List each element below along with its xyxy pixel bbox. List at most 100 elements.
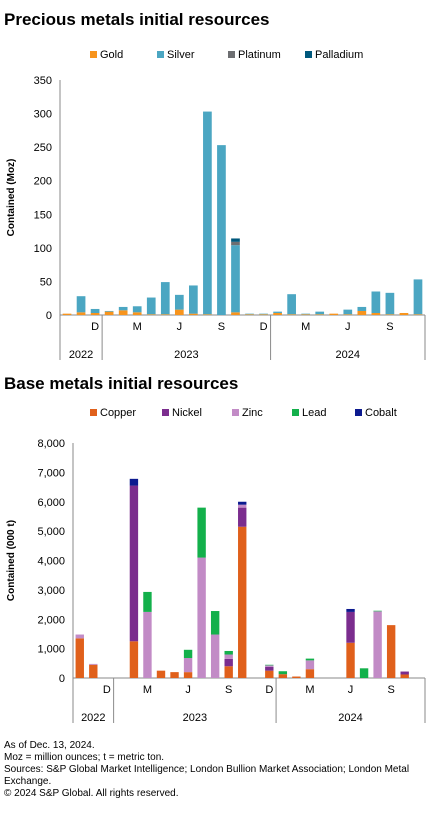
- bar-segment: [359, 668, 369, 678]
- legend-swatch: [292, 409, 299, 416]
- bar-segment: [273, 312, 282, 315]
- y-tick-label: 50: [40, 276, 52, 288]
- legend-swatch: [162, 409, 169, 416]
- bar-segment: [231, 312, 240, 315]
- bar-segment: [399, 312, 409, 315]
- year-label: 2023: [183, 712, 207, 724]
- bar-segment: [373, 611, 382, 678]
- year-label: 2024: [336, 349, 360, 361]
- legend-label: Nickel: [172, 407, 202, 419]
- x-tick-label: S: [225, 684, 232, 696]
- bar-segment: [245, 314, 254, 315]
- y-tick-label: 1,000: [37, 644, 65, 656]
- bar-segment: [129, 641, 139, 678]
- legend-swatch: [90, 409, 97, 416]
- bar-segment: [371, 312, 381, 315]
- bar-segment: [346, 611, 355, 643]
- y-tick-label: 8,000: [37, 438, 65, 450]
- bar-segment: [357, 310, 367, 315]
- bar-segment: [238, 504, 247, 508]
- y-tick-label: 350: [34, 75, 52, 87]
- y-tick-label: 4,000: [37, 556, 65, 568]
- bar-segment: [132, 312, 142, 315]
- x-tick-label: M: [133, 321, 142, 333]
- bar-segment: [170, 672, 179, 679]
- bar-segment: [385, 292, 395, 315]
- bar-segment: [118, 310, 128, 315]
- bar-segment: [305, 658, 315, 661]
- bar-segment: [224, 658, 233, 667]
- chart-precious-metals: Gold Silver Platinum Palladium 0 50 100 150 200 2…: [6, 49, 426, 361]
- bar-segment: [203, 111, 212, 315]
- legend-label: Gold: [100, 49, 123, 61]
- x-tick-label: J: [348, 684, 354, 696]
- x-tick-label: S: [387, 684, 394, 696]
- bar-segment: [287, 294, 296, 315]
- bar-segment: [76, 296, 86, 313]
- bar-segment: [413, 314, 423, 315]
- chart-title-base: Base metals initial resources: [4, 374, 239, 393]
- bar-segment: [189, 285, 198, 314]
- bar-segment: [156, 670, 166, 678]
- bar-segment: [238, 507, 247, 527]
- legend-label: Zinc: [242, 407, 263, 419]
- bar-segment: [265, 664, 274, 666]
- bar-segment: [197, 507, 206, 558]
- bar-segment: [343, 314, 353, 315]
- bar-segment: [385, 314, 395, 315]
- bar-segment: [315, 311, 325, 315]
- bar-segment: [76, 312, 86, 315]
- bar-segment: [146, 297, 156, 315]
- bar-segment: [292, 676, 301, 678]
- footer-copyright: © 2024 S&P Global. All rights reserved.: [4, 788, 179, 799]
- bar-segment: [231, 245, 240, 313]
- x-tick-label: S: [218, 321, 225, 333]
- bar-segment: [224, 666, 233, 678]
- bar-segment: [400, 674, 409, 678]
- y-tick-label: 6,000: [37, 497, 65, 509]
- footer-notes: As of Dec. 13, 2024. Moz = million ounce…: [4, 740, 432, 800]
- bar-segment: [75, 634, 84, 639]
- bar-segment: [305, 669, 315, 678]
- bar-segment: [273, 311, 282, 313]
- x-tick-label: M: [305, 684, 314, 696]
- y-tick-label: 200: [34, 176, 52, 188]
- bar-segment: [287, 314, 296, 315]
- bar-segment: [224, 654, 233, 659]
- year-label: 2023: [174, 349, 198, 361]
- footer-date: As of Dec. 13, 2024.: [4, 740, 95, 751]
- bar-segment: [329, 313, 339, 315]
- bar-segment: [132, 306, 142, 313]
- x-tick-label: J: [345, 321, 351, 333]
- bar-segment: [160, 282, 170, 315]
- bar-segment: [413, 279, 423, 315]
- bar-segment: [265, 670, 274, 678]
- y-tick-label: 300: [34, 109, 52, 121]
- bar-segment: [346, 608, 355, 612]
- bar-segment: [301, 314, 311, 315]
- bar-segment: [160, 314, 170, 315]
- chart-title-precious: Precious metals initial resources: [4, 10, 270, 29]
- legend-swatch: [305, 51, 312, 58]
- legend-swatch: [232, 409, 239, 416]
- x-tick-label: D: [91, 321, 99, 333]
- legend-swatch: [355, 409, 362, 416]
- bar-segment: [238, 526, 247, 678]
- bar-segment: [373, 610, 382, 612]
- bar-segment: [265, 665, 274, 667]
- bar-segment: [189, 313, 198, 315]
- x-tick-label: D: [265, 684, 273, 696]
- bar-segment: [89, 664, 98, 678]
- bar-segment: [104, 311, 114, 315]
- y-tick-label: 2,000: [37, 614, 65, 626]
- bar-segment: [129, 478, 139, 486]
- legend-label: Platinum: [238, 49, 281, 61]
- y-axis-title: Contained (000 t): [6, 520, 17, 601]
- bar-segment: [278, 674, 288, 678]
- bar-segment: [301, 313, 311, 315]
- bar-segment: [371, 291, 381, 313]
- chart-base-metals: Copper Nickel Zinc Lead Cobalt 0 1,000 2,000 3,0…: [6, 407, 426, 724]
- bar-segment: [197, 557, 206, 678]
- bar-segment: [143, 591, 152, 612]
- bar-segment: [183, 672, 193, 679]
